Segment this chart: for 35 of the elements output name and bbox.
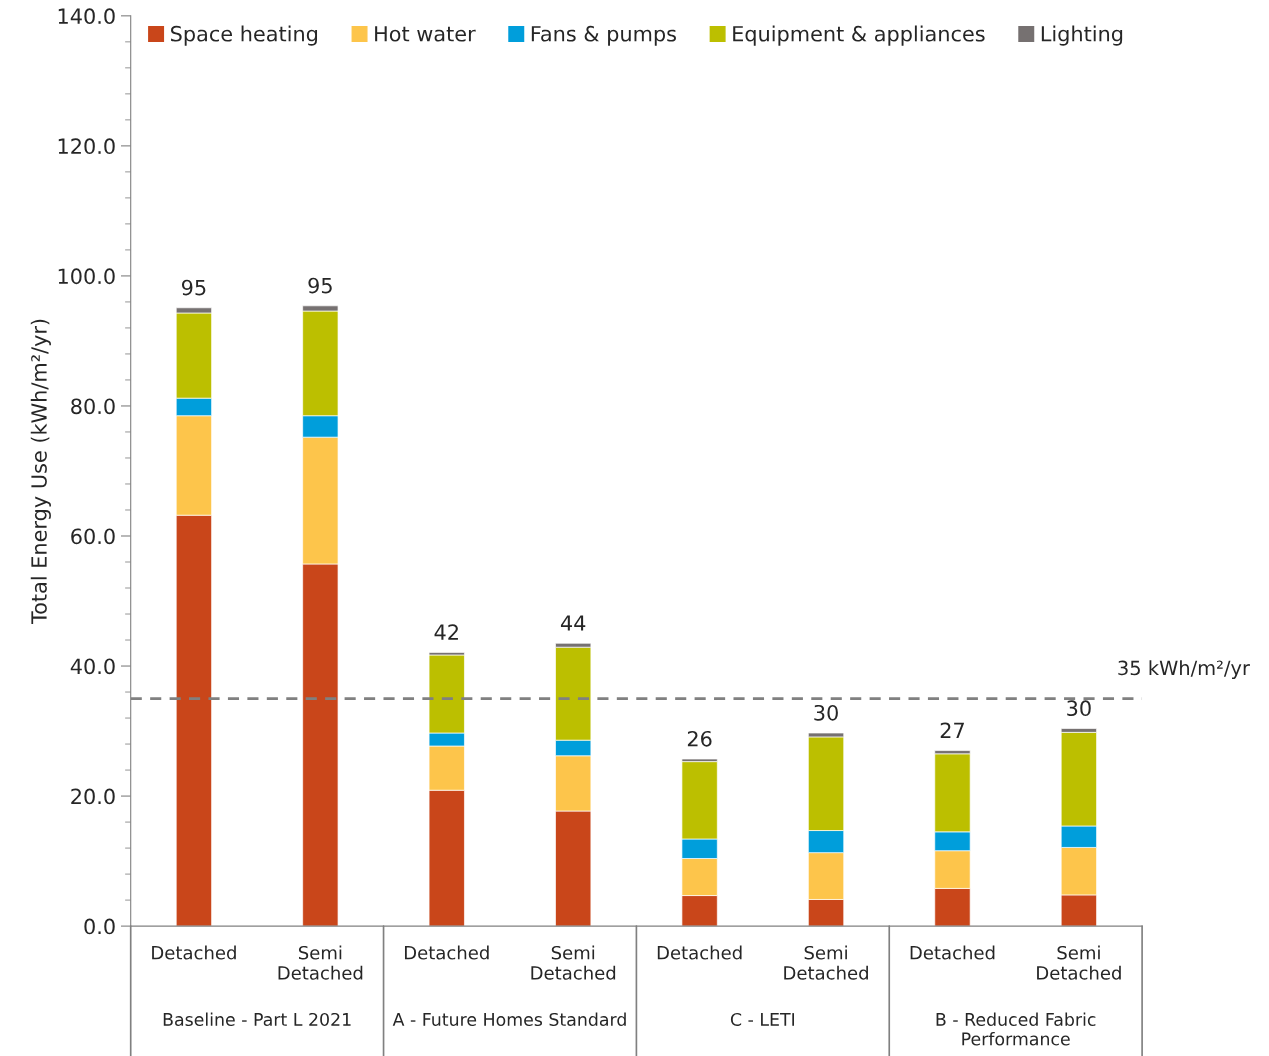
y-tick-label: 60.0: [71, 528, 115, 545]
total-label: 95: [181, 279, 206, 296]
y-axis-title: Total Energy Use (kWh/m²/yr): [30, 319, 51, 625]
y-tick-label: 120.0: [58, 138, 115, 155]
total-label: 30: [1067, 700, 1091, 717]
total-label: 30: [814, 704, 838, 721]
y-tick-label: 80.0: [71, 398, 115, 415]
text: Baseline - Part L 2021: [163, 1012, 351, 1027]
legend-label: Hot water: [375, 26, 476, 42]
x-tick-label: Detached: [910, 945, 995, 960]
y-tick-label: 140.0: [58, 8, 115, 25]
x-tick-label: Detached: [152, 945, 236, 960]
legend-label: Fans & pumps: [531, 25, 676, 46]
x-tick-label: Detached: [404, 945, 489, 960]
text: A - Future Homes Standard: [392, 1012, 626, 1027]
x-tick-label: Semi Detached: [1037, 945, 1121, 980]
legend-label: Lighting: [1041, 25, 1123, 46]
x-tick-label: Detached: [657, 945, 742, 960]
total-label: 27: [940, 722, 964, 738]
x-tick-label: Semi Detached: [531, 945, 616, 980]
x-tick-label: Semi Detached: [784, 945, 868, 980]
text: C - LETI: [730, 1012, 795, 1027]
ref-line-label: 35 kWh/m²/yr: [1118, 660, 1250, 680]
y-tick-label: 20.0: [71, 788, 115, 805]
total-label: 26: [687, 730, 712, 747]
total-label: 95: [308, 277, 332, 294]
legend-label: Equipment & appliances: [733, 25, 985, 46]
text: B - Reduced Fabric Performance: [936, 1012, 1096, 1046]
legend-label: Space heating: [171, 25, 318, 46]
y-tick-label: 100.0: [58, 268, 115, 285]
x-tick-label: Semi Detached: [278, 945, 363, 980]
y-tick-label: 40.0: [70, 658, 115, 675]
total-label: 44: [560, 615, 586, 631]
total-label: 42: [434, 624, 458, 640]
y-tick-label: 0.0: [84, 918, 115, 935]
